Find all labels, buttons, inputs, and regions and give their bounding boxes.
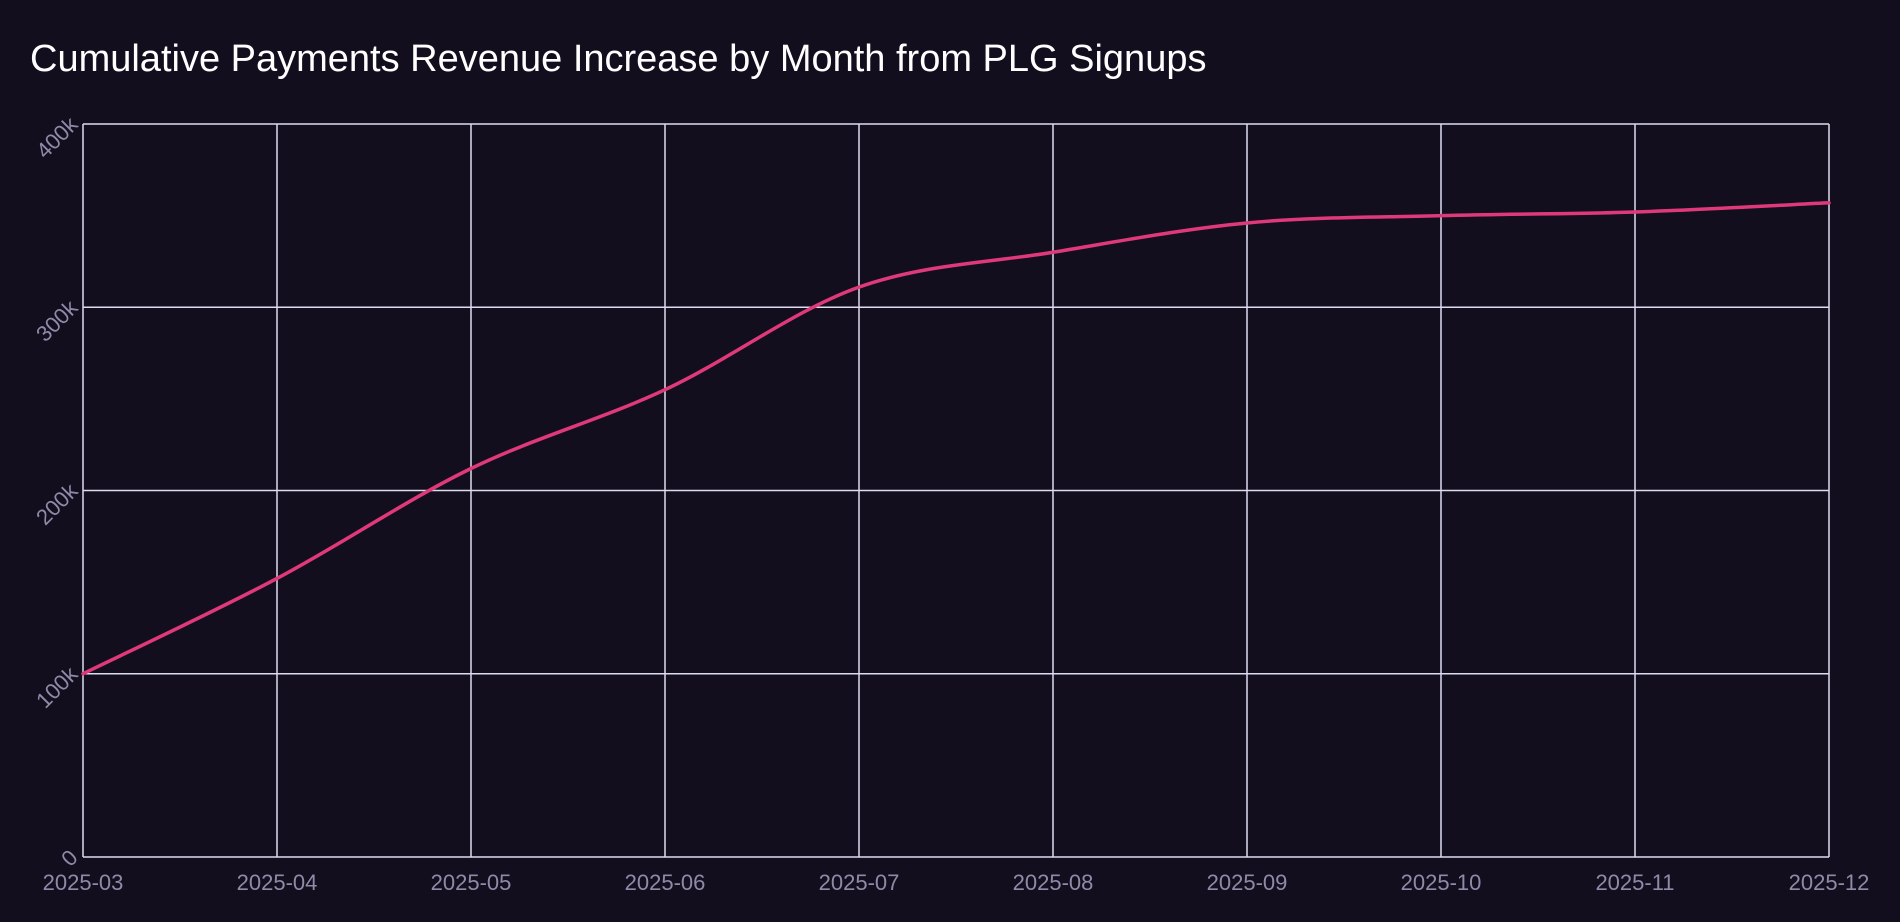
x-tick-label: 2025-09 <box>1207 870 1288 895</box>
x-tick-label: 2025-03 <box>43 870 124 895</box>
x-tick-label: 2025-11 <box>1595 870 1674 895</box>
x-tick-label: 2025-07 <box>819 870 900 895</box>
y-tick-label: 200k <box>31 478 83 530</box>
x-tick-label: 2025-12 <box>1789 870 1870 895</box>
grid <box>82 123 1830 858</box>
y-tick-label: 400k <box>31 111 83 163</box>
x-tick-label: 2025-04 <box>237 870 318 895</box>
tick-labels: 0 100k 200k 300k 400k 2025-03 2025-04 2025-05 20… <box>31 111 1869 895</box>
chart-title: Cumulative Payments Revenue Increase by … <box>30 38 1207 80</box>
x-tick-label: 2025-05 <box>431 870 512 895</box>
x-tick-label: 2025-10 <box>1401 870 1482 895</box>
series-line <box>81 201 1831 676</box>
x-tick-label: 2025-06 <box>625 870 706 895</box>
y-tick-label: 300k <box>31 294 83 346</box>
series-lines <box>81 201 1831 676</box>
y-tick-label: 100k <box>31 661 83 713</box>
x-tick-label: 2025-08 <box>1013 870 1094 895</box>
y-tick-label: 0 <box>56 845 82 871</box>
